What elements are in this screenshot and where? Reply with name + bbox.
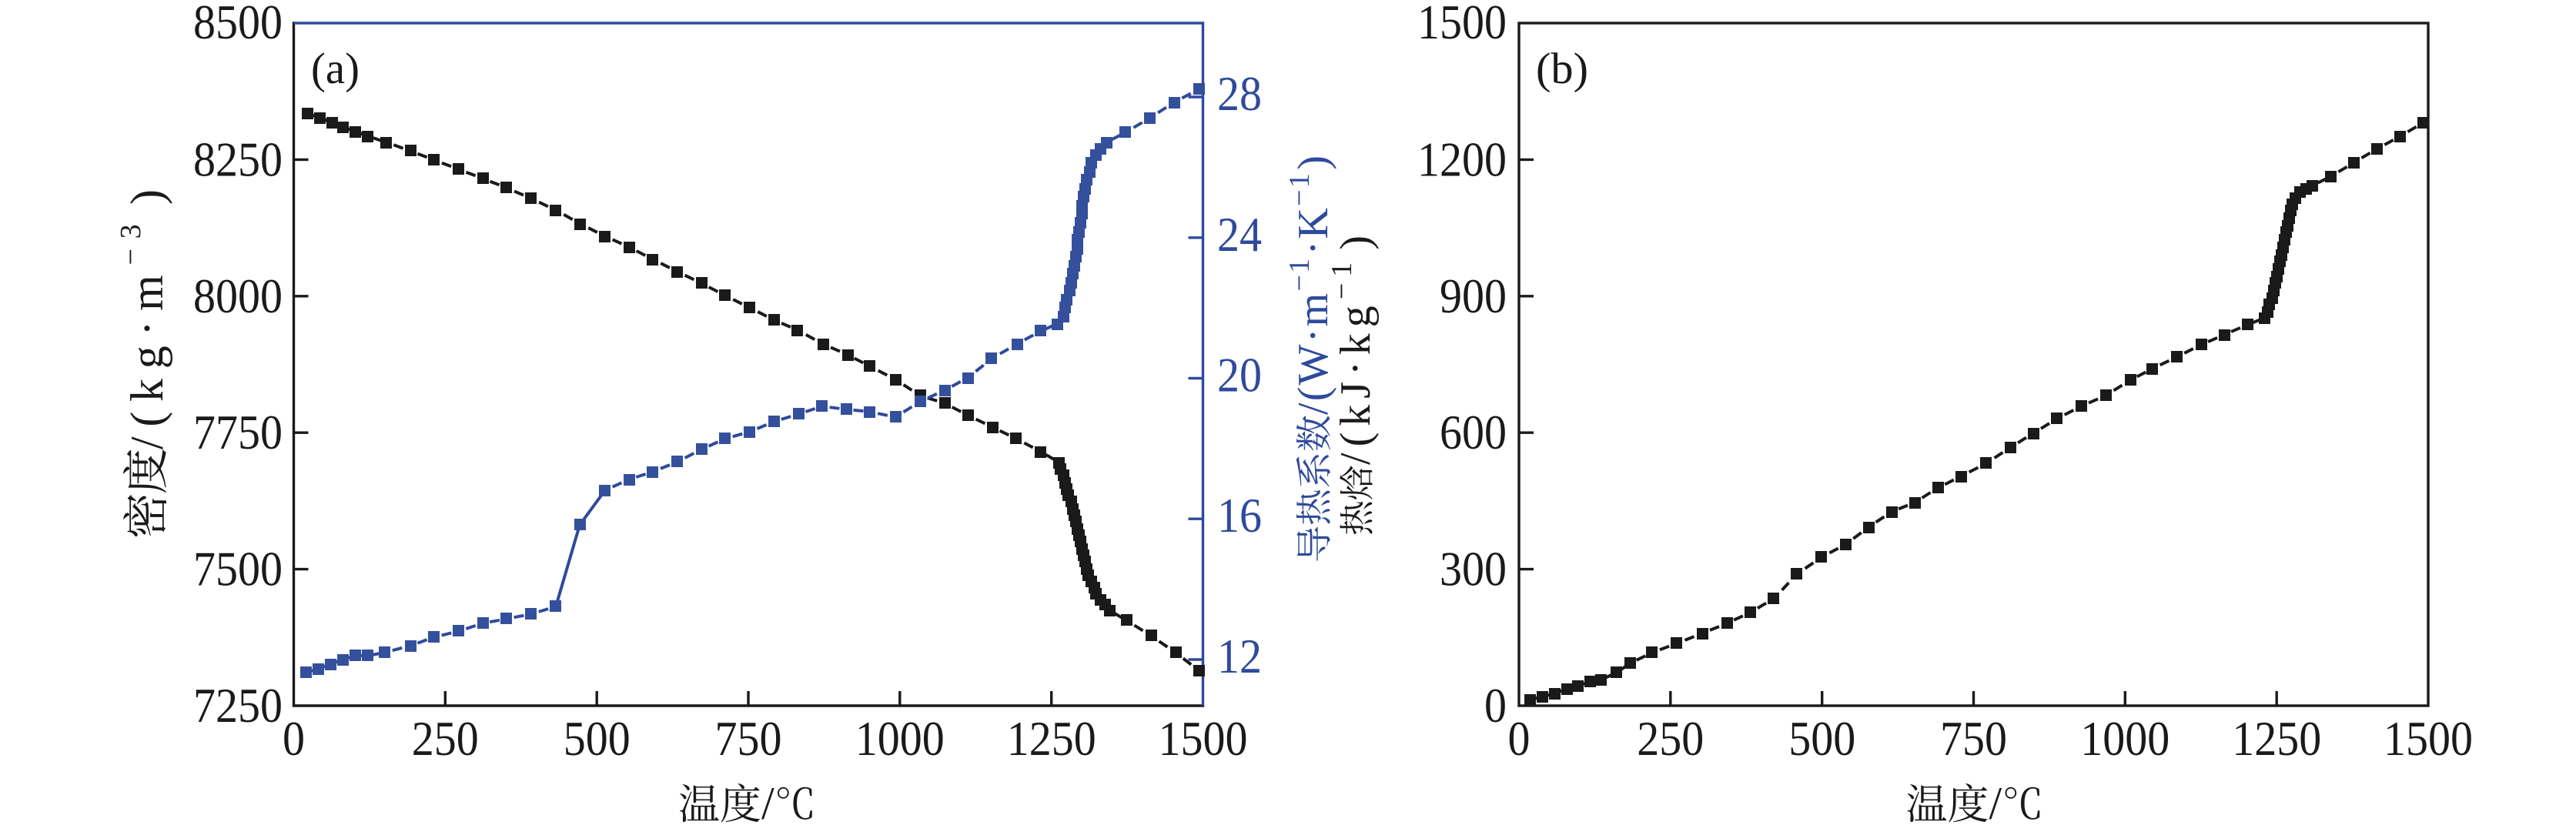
svg-text:/(W·m−1​·K−1​): /(W·m−1​·K−1​)	[1283, 155, 1337, 415]
svg-text:28: 28	[1217, 66, 1262, 121]
svg-text:0: 0	[1484, 678, 1507, 733]
svg-text:0: 0	[283, 711, 305, 766]
svg-text:12: 12	[1217, 629, 1262, 683]
svg-text:1500: 1500	[1159, 711, 1248, 766]
svg-text:8000: 8000	[193, 269, 283, 323]
svg-text:20: 20	[1217, 348, 1262, 402]
svg-text:1500: 1500	[2384, 711, 2473, 766]
svg-text:1000: 1000	[2080, 711, 2170, 766]
svg-text:7500: 7500	[193, 542, 283, 596]
svg-text:(a): (a)	[311, 45, 360, 93]
svg-text:7750: 7750	[193, 405, 283, 459]
svg-text:300: 300	[1440, 542, 1507, 596]
svg-text:/: /	[761, 778, 774, 829]
svg-text:250: 250	[412, 711, 479, 766]
svg-text:7250: 7250	[193, 678, 283, 733]
svg-text:500: 500	[1788, 711, 1855, 766]
svg-text:750: 750	[715, 711, 782, 766]
svg-text:1500: 1500	[1417, 0, 1507, 49]
svg-text:1200: 1200	[1417, 132, 1507, 186]
svg-text:24: 24	[1217, 207, 1262, 262]
svg-text:1000: 1000	[855, 711, 945, 766]
svg-text:250: 250	[1637, 711, 1704, 766]
svg-text:0: 0	[1508, 711, 1531, 766]
svg-text:900: 900	[1440, 269, 1507, 323]
svg-text:750: 750	[1940, 711, 2007, 766]
svg-text:16: 16	[1217, 488, 1262, 543]
svg-text:/(kg·m−3​): /(kg·m−3​)	[115, 189, 172, 449]
svg-text:8500: 8500	[193, 0, 283, 49]
svg-text:500: 500	[564, 711, 631, 766]
svg-text:8250: 8250	[193, 132, 283, 186]
svg-text:1250: 1250	[2232, 711, 2321, 766]
svg-text:/: /	[1989, 778, 2002, 829]
svg-text:1250: 1250	[1007, 711, 1096, 766]
svg-text:600: 600	[1440, 405, 1507, 459]
svg-text:(b): (b)	[1536, 45, 1588, 93]
